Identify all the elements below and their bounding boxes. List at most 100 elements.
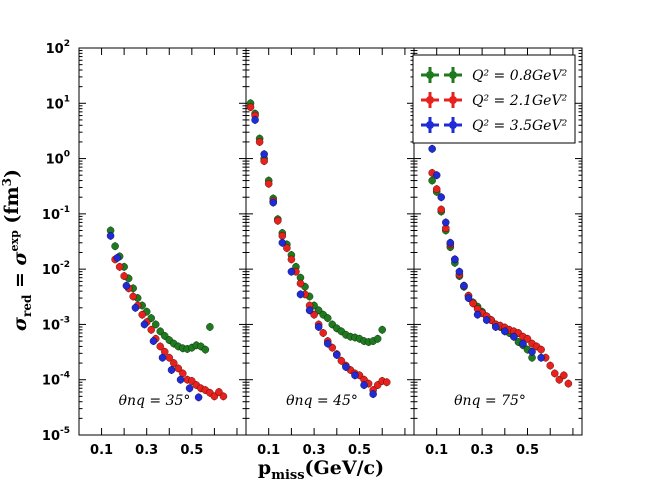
data-point-b	[451, 255, 459, 264]
data-point-r	[147, 326, 155, 334]
data-point-r	[255, 138, 264, 146]
data-point-b	[464, 294, 473, 302]
data-point-r	[246, 103, 255, 111]
x-axis-label: pmiss(GeV/c)	[258, 457, 384, 483]
legend-marker-dot	[449, 71, 457, 79]
panel-frame	[78, 47, 247, 436]
data-point-b	[333, 351, 341, 359]
data-point-b	[519, 339, 527, 348]
data-point-r	[310, 310, 318, 319]
data-point-b	[342, 363, 350, 371]
legend: Q² = 0.8GeV² Q² = 2.1GeV² Q² = 3.5GeV²	[412, 54, 576, 144]
data-point-g	[201, 345, 210, 354]
data-point-r	[437, 205, 445, 214]
x-tick-label: 0.1	[90, 443, 113, 458]
data-point-r	[274, 217, 282, 225]
data-point-b	[287, 267, 296, 276]
panel-frame	[245, 47, 415, 436]
data-point-b	[437, 193, 445, 201]
data-point-b	[131, 304, 140, 312]
data-point-b	[140, 320, 149, 329]
data-point-b	[432, 171, 441, 179]
y-tick-label: 10-2	[42, 260, 70, 278]
data-point-b	[510, 332, 518, 341]
data-point-r	[115, 263, 124, 271]
data-point-r	[129, 292, 137, 301]
legend-box	[412, 54, 576, 144]
data-point-b	[269, 198, 277, 207]
panel-annotation: θnq = 75°	[454, 393, 526, 409]
data-point-r	[260, 157, 268, 165]
data-point-b	[491, 323, 500, 331]
data-point-r	[383, 378, 391, 386]
data-point-b	[113, 254, 122, 262]
panel-3: 0.1 0.3 0.5 θnq = 75°	[413, 47, 583, 458]
data-point-b	[251, 116, 259, 124]
legend-item: Q² = 2.1GeV²	[421, 92, 568, 109]
data-point-g	[206, 323, 214, 331]
x-tick-label: 0.5	[348, 443, 371, 458]
data-point-r	[296, 279, 305, 288]
data-point-r	[170, 359, 178, 367]
data-point-b	[296, 290, 305, 299]
y-tick-label: 10-1	[42, 205, 70, 223]
legend-label: Q² = 2.1GeV²	[472, 93, 568, 109]
data-point-r	[432, 185, 441, 193]
data-point-b	[260, 150, 268, 158]
data-point-b	[501, 327, 509, 336]
y-tick-label: 10-3	[42, 315, 70, 333]
data-point-g	[151, 320, 160, 329]
legend-label: Q² = 0.8GeV²	[472, 68, 568, 84]
data-point-b	[194, 393, 203, 402]
data-point-r	[264, 180, 273, 188]
data-point-g	[373, 335, 382, 343]
data-point-r	[287, 255, 296, 264]
data-point-b	[278, 239, 287, 247]
y-tick-labels: 102 101 100 10-1 10-2 10-3 10-4 10-5	[42, 39, 70, 444]
x-tick-label: 0.3	[303, 443, 326, 458]
data-point-g	[378, 326, 386, 334]
data-point-b	[360, 381, 368, 389]
data-point-r	[564, 379, 573, 388]
panel-annotation: θnq = 35°	[119, 393, 191, 409]
x-tick-label: 0.5	[516, 443, 539, 458]
data-point-b	[106, 232, 115, 240]
data-point-b	[323, 339, 332, 348]
data-point-r	[138, 310, 146, 319]
y-tick-label: 10-4	[42, 371, 70, 389]
data-point-r	[555, 375, 564, 384]
legend-marker-dot	[449, 96, 457, 104]
data-point-b	[455, 267, 464, 276]
x-tick-label: 0.5	[180, 443, 203, 458]
data-point-g	[314, 306, 323, 315]
data-point-b	[482, 316, 491, 324]
data-point-b	[158, 353, 167, 362]
x-tick-label: 0.1	[425, 443, 448, 458]
legend-label: Q² = 3.5GeV²	[472, 118, 568, 134]
legend-marker-dot	[426, 121, 434, 129]
data-point-r	[278, 232, 287, 240]
data-point-b	[473, 310, 482, 319]
data-point-g	[428, 176, 436, 185]
data-point-r	[319, 329, 327, 337]
panel-1: 0.1 0.3 0.5 θnq = 35°	[78, 47, 247, 458]
data-point-b	[537, 353, 545, 362]
data-point-r	[219, 392, 228, 401]
legend-marker-dot	[449, 121, 457, 129]
data-point-g	[111, 242, 119, 250]
x-tick-label: 0.3	[135, 443, 158, 458]
data-point-b	[122, 282, 131, 290]
data-point-r	[120, 272, 128, 280]
data-point-b	[528, 348, 536, 356]
legend-item: Q² = 3.5GeV²	[421, 117, 568, 134]
data-point-b	[446, 239, 455, 247]
data-point-b	[167, 366, 176, 374]
data-point-b	[305, 306, 314, 315]
data-point-b	[149, 337, 158, 345]
data-point-r	[156, 342, 164, 351]
x-tick-label: 0.3	[471, 443, 494, 458]
data-point-r	[337, 357, 346, 365]
data-point-r	[551, 369, 559, 378]
